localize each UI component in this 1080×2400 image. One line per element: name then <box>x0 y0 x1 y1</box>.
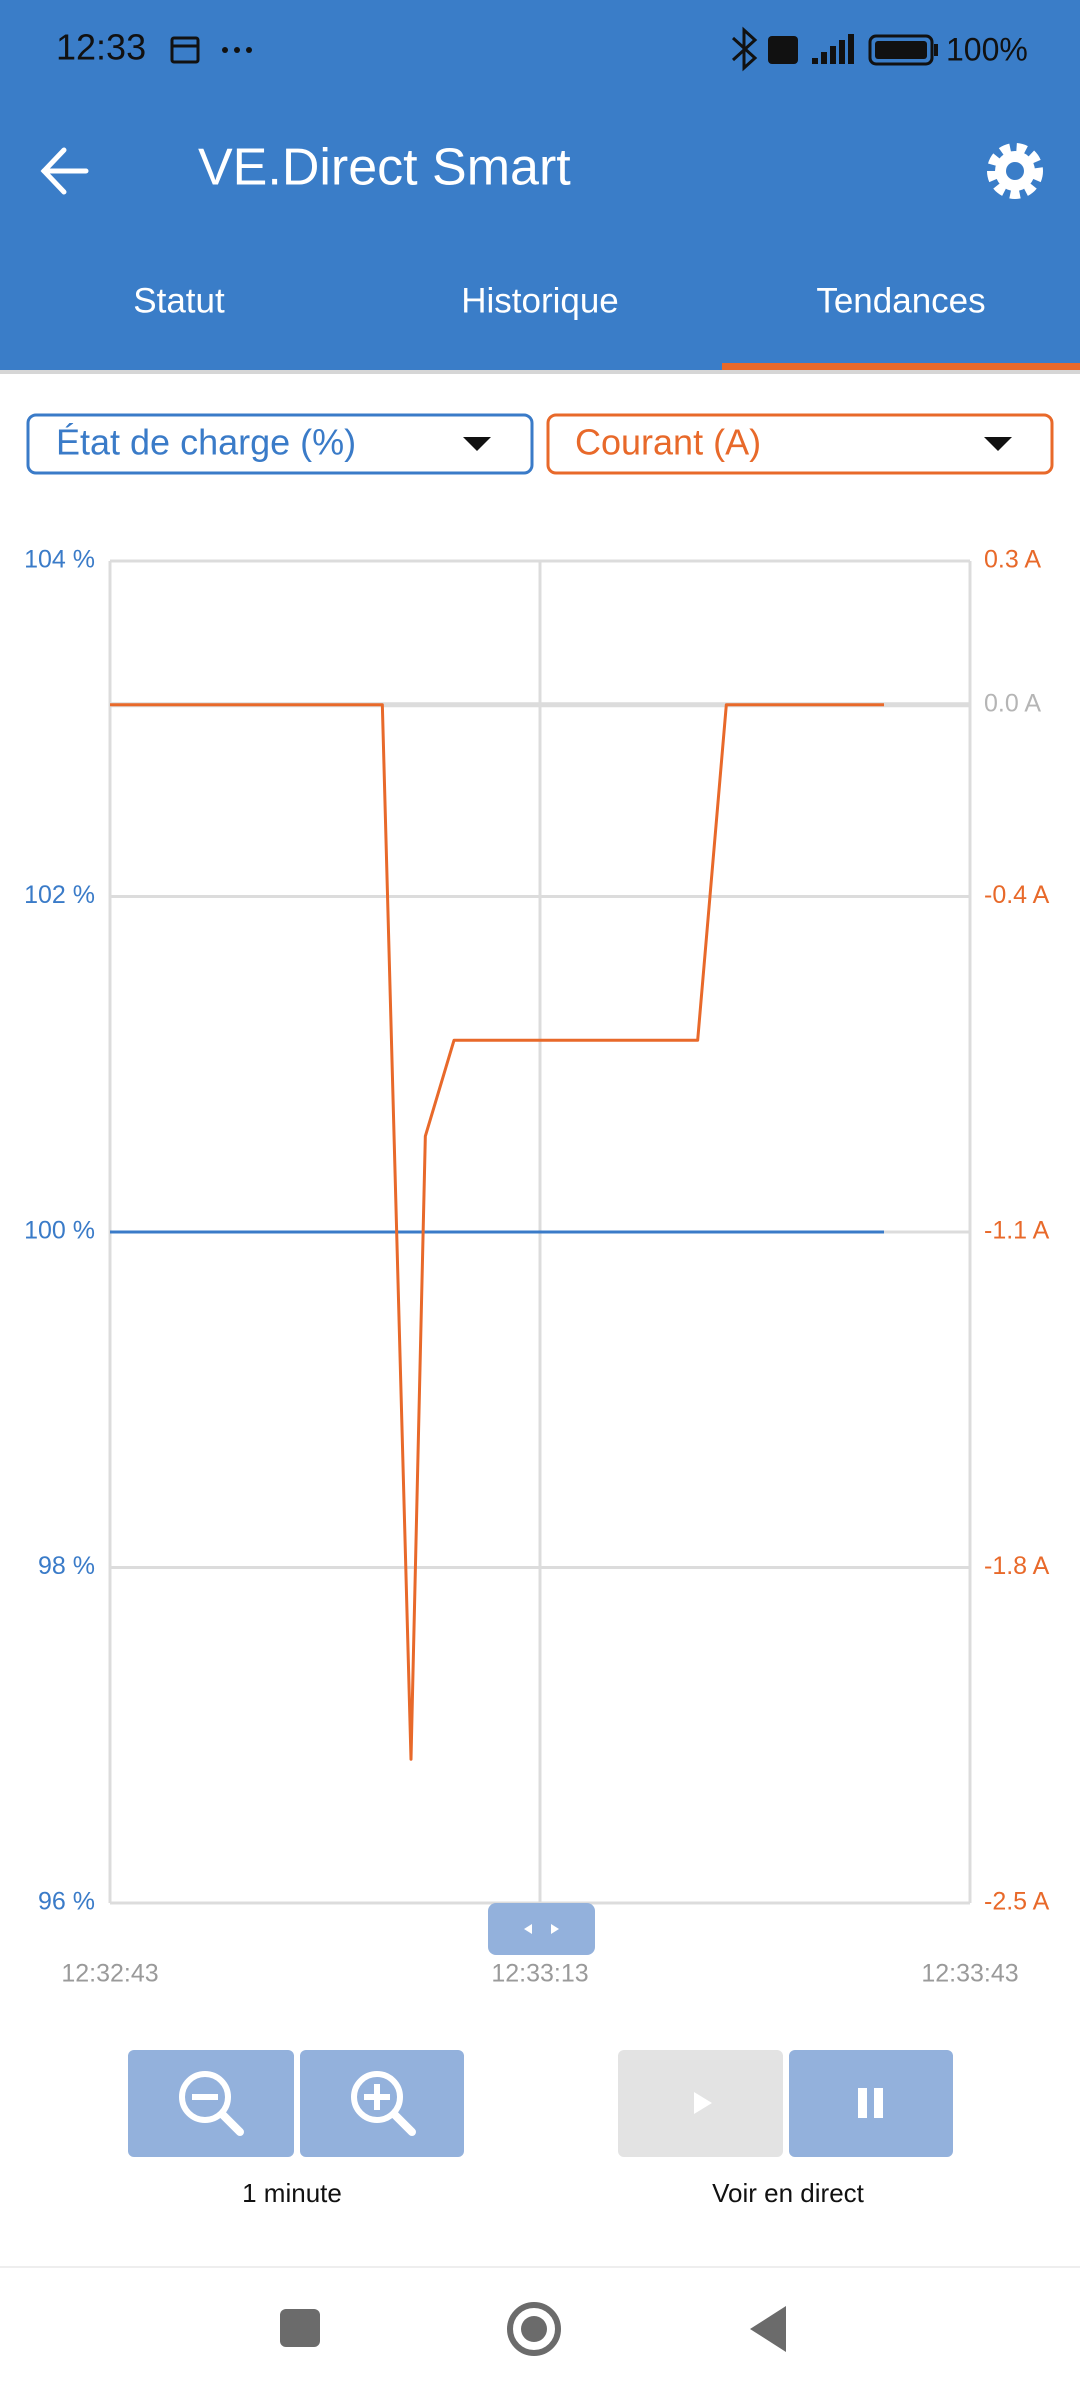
y2-tick-label: -1.8 A <box>984 1552 1050 1580</box>
zoom-in-button[interactable] <box>300 2050 464 2157</box>
y2-tick-label: 0.3 A <box>984 546 1041 574</box>
x-tick-label: 12:33:43 <box>921 1960 1018 1988</box>
y2-tick-label: 0.0 A <box>984 689 1041 717</box>
selector-label: Courant (A) <box>575 422 761 463</box>
tab-indicator <box>722 363 1080 370</box>
pause-button[interactable] <box>789 2050 953 2157</box>
y-tick-label: 104 % <box>24 546 95 574</box>
battery-level: 100% <box>946 31 1028 67</box>
app-title: VE.Direct Smart <box>198 139 571 197</box>
signal-icon <box>812 34 854 64</box>
back-button[interactable] <box>40 147 89 195</box>
play-button[interactable] <box>618 2050 783 2157</box>
zoom-label: 1 minute <box>242 2178 342 2208</box>
right-selector[interactable]: Courant (A) <box>546 413 1054 475</box>
y2-tick-label: -0.4 A <box>984 881 1050 909</box>
battery-icon <box>868 34 938 66</box>
y-tick-label: 96 % <box>38 1888 95 1916</box>
y2-tick-label: -2.5 A <box>984 1888 1050 1916</box>
tab[interactable]: Historique <box>461 281 619 320</box>
y2-tick-label: -1.1 A <box>984 1217 1050 1245</box>
x-tick-label: 12:33:13 <box>491 1960 588 1988</box>
zoom-out-button[interactable] <box>128 2050 294 2157</box>
y-tick-label: 98 % <box>38 1552 95 1580</box>
more-icon <box>222 47 252 53</box>
left-selector[interactable]: État de charge (%) <box>26 413 534 475</box>
series-line <box>110 703 884 1761</box>
nav-back[interactable] <box>750 2306 786 2352</box>
calendar-icon <box>170 36 200 64</box>
y-tick-label: 102 % <box>24 881 95 909</box>
scroll-handle-icon <box>524 1924 559 1934</box>
settings-button[interactable] <box>987 143 1043 199</box>
bluetooth-icon <box>731 26 758 72</box>
x-tick-label: 12:32:43 <box>61 1960 158 1988</box>
chart: 104 % 102 % 100 % 98 % 96 % 0.3 A 0.0 A -0.4 A -… <box>24 546 1050 1988</box>
live-label: Voir en direct <box>712 2178 865 2208</box>
volte-icon <box>768 36 798 64</box>
nav-home[interactable] <box>507 2302 561 2356</box>
tab[interactable]: Statut <box>133 281 225 320</box>
tab-active[interactable]: Tendances <box>816 281 985 320</box>
status-time: 12:33 <box>56 27 146 68</box>
scroll-handle[interactable] <box>488 1903 595 1955</box>
nav-recents[interactable] <box>280 2309 320 2347</box>
selector-label: État de charge (%) <box>56 422 356 463</box>
app-bar-shadow <box>0 370 1080 374</box>
y-tick-label: 100 % <box>24 1217 95 1245</box>
